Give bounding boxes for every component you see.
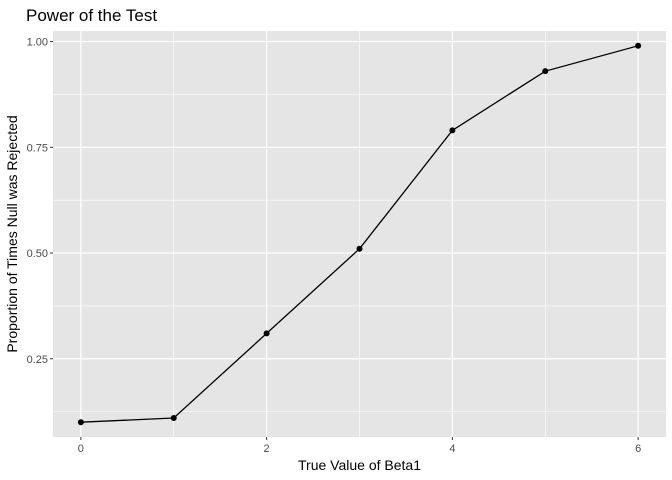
data-point [635, 42, 642, 49]
data-series [77, 42, 642, 426]
y-tick-label: 0.50 [27, 248, 48, 260]
data-point [77, 419, 84, 426]
major-gridlines [53, 31, 666, 437]
y-tick-labels: 0.25 0.50 0.75 1.00 [27, 37, 48, 366]
y-axis-title: Proportion of Times Null was Rejected [4, 115, 20, 352]
axis-ticks [50, 41, 639, 440]
x-tick-labels: 0 2 4 6 [78, 443, 641, 455]
x-tick-label: 0 [78, 443, 84, 455]
data-point [170, 414, 177, 421]
data-point [263, 330, 270, 337]
x-tick-label: 4 [449, 443, 455, 455]
minor-gridlines [53, 31, 666, 437]
y-tick-label: 0.25 [27, 354, 48, 366]
data-point [542, 68, 549, 75]
y-tick-label: 1.00 [27, 37, 48, 49]
data-point [449, 127, 456, 134]
data-point [356, 245, 363, 252]
x-tick-label: 2 [264, 443, 270, 455]
chart-title: Power of the Test [26, 6, 157, 25]
x-tick-label: 6 [635, 443, 641, 455]
x-axis-title: True Value of Beta1 [298, 457, 421, 473]
y-tick-label: 0.75 [27, 142, 48, 154]
